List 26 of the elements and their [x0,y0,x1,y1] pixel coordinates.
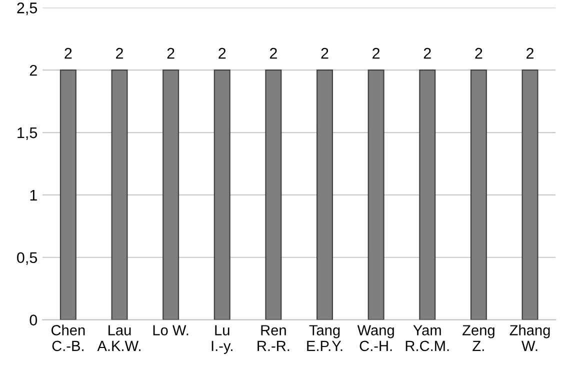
x-tick-label: Yam R.C.M. [406,325,449,352]
data-label: 2 [526,48,534,59]
data-label: 2 [218,48,226,59]
data-label: 2 [475,48,482,59]
x-tick-label: Ren R.-R. [258,325,290,351]
y-tick-label: 2 [30,64,37,76]
y-tick-label: 0 [30,314,38,326]
x-tick-label: Zeng Z. [462,325,494,351]
x-tick-label: Wang C.-H. [357,325,394,352]
y-tick-label: 1,5 [18,128,38,140]
data-label: 2 [116,48,123,59]
data-label: 2 [424,48,431,59]
x-tick-label: Lo W. [153,325,188,336]
x-tick-label: Lau A.K.W. [97,325,140,351]
x-tick-label: Tang E.P.Y. [307,325,342,351]
y-tick-label: 2,5 [17,2,38,16]
data-label: 2 [270,48,277,59]
data-label: 2 [64,48,72,59]
y-tick-label: 1 [30,190,37,200]
x-tick-label: Lu I.-y. [212,325,232,354]
data-label: 2 [372,48,380,59]
x-tick-label: Chen C.-B. [51,324,85,352]
y-tick-label: 0,5 [17,252,38,265]
data-label: 2 [167,48,174,59]
data-label: 2 [321,48,328,59]
x-tick-label: Zhang W. [510,324,550,351]
